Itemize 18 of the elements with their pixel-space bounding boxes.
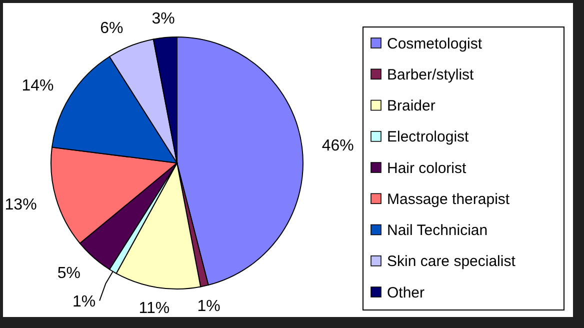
legend-label: Massage therapist	[387, 190, 510, 208]
data-label: 1%	[197, 298, 220, 316]
data-label: 14%	[22, 77, 54, 94]
legend-label: Braider	[387, 98, 436, 114]
data-label: 1%	[72, 293, 96, 310]
data-label: 11%	[138, 300, 170, 317]
legend-label: Other	[387, 284, 425, 302]
data-label: 5%	[57, 265, 80, 282]
data-label: 13%	[4, 196, 37, 214]
data-label: 46%	[322, 137, 354, 154]
legend-label: Nail Technician	[387, 222, 488, 239]
legend-label: Cosmetologist	[387, 35, 483, 52]
legend-label: Electrologist	[387, 128, 470, 146]
legend-label: Skin care specialist	[387, 253, 516, 270]
data-label: 3%	[152, 10, 175, 28]
legend-label: Barber/stylist	[387, 66, 475, 84]
legend-label: Hair colorist	[387, 160, 468, 177]
data-label: 6%	[100, 20, 124, 37]
